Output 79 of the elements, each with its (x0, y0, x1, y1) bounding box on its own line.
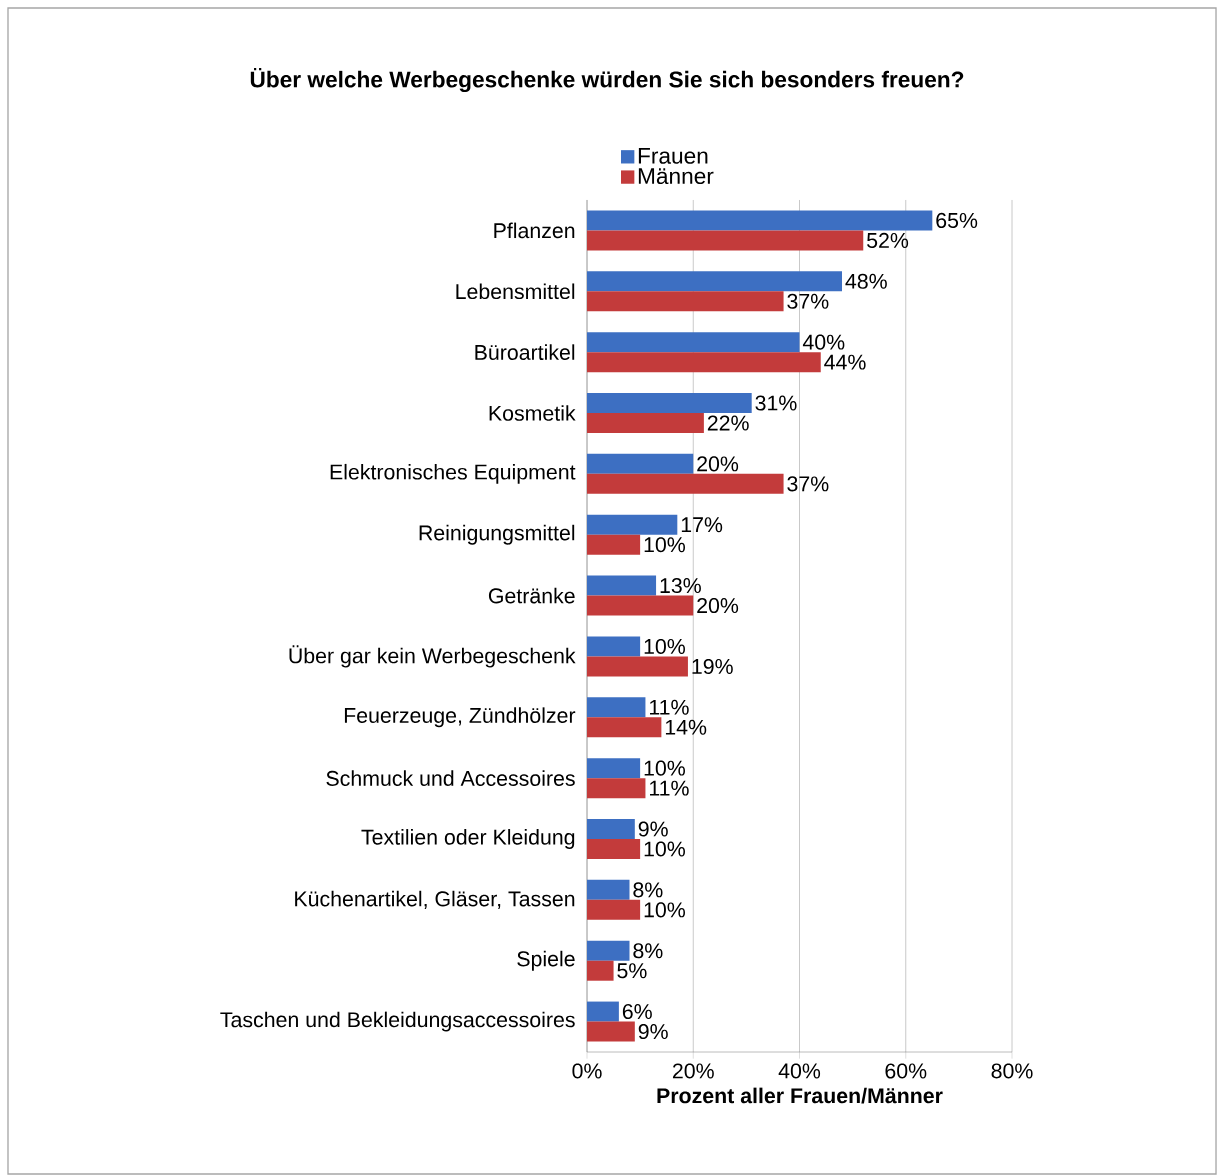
legend-label: Frauen (638, 148, 708, 164)
bar (587, 940, 630, 961)
y-tick-label: Taschen und Bekleidungsaccessoires (220, 1011, 575, 1032)
bar (587, 291, 784, 312)
bar (587, 839, 641, 859)
data-label: 31% (755, 395, 797, 411)
bar (587, 453, 694, 474)
x-tick-label: 40% (778, 1063, 821, 1079)
y-tick-label: Lebensmittel (456, 283, 575, 300)
x-axis-title: Prozent aller Frauen/Männer (657, 1087, 943, 1104)
data-label: 13% (660, 578, 701, 594)
data-label: 10% (644, 537, 685, 553)
y-tick-label: Feuerzeuge, Zündhölzer (344, 707, 576, 728)
y-tick-label: Pflanzen (494, 222, 575, 239)
bar (587, 534, 641, 555)
data-label: 65% (936, 212, 978, 228)
data-label: 20% (697, 598, 739, 614)
bar (587, 514, 678, 535)
y-tick-label: Küchenartikel, Gläser, Tassen (295, 890, 575, 909)
bar (587, 1001, 619, 1022)
y-tick-label: Spiele (517, 950, 575, 971)
data-label: 10% (644, 638, 685, 654)
x-tick-label: 0% (572, 1063, 602, 1079)
bar (587, 717, 662, 738)
legend-label: Männer (638, 168, 714, 185)
data-label: 9% (638, 821, 668, 837)
bar (587, 352, 821, 373)
bar (587, 656, 688, 677)
bar (587, 778, 646, 799)
data-label: 8% (633, 882, 663, 898)
bar (587, 595, 694, 616)
y-tick-label: Büroartikel (475, 344, 575, 360)
data-label: 22% (707, 415, 749, 431)
bar (587, 271, 842, 292)
y-tick-label: Getränke (488, 587, 575, 604)
bar (587, 879, 630, 900)
bar (587, 899, 641, 920)
bar (587, 1021, 635, 1042)
data-label: 9% (638, 1024, 668, 1040)
bar (587, 392, 752, 413)
bar (587, 332, 800, 353)
data-label: 10% (644, 760, 685, 776)
data-label: 11% (650, 699, 689, 715)
data-label: 40% (802, 334, 845, 350)
data-label: 17% (681, 517, 723, 533)
y-tick-label: Elektronisches Equipment (330, 463, 576, 484)
data-label: 52% (867, 232, 909, 248)
y-tick-label: Kosmetik (489, 405, 576, 421)
data-label: 5% (617, 963, 647, 979)
x-tick-label: 80% (991, 1063, 1033, 1079)
data-label: 8% (633, 943, 663, 959)
bar (587, 412, 704, 433)
y-tick-label: Reinigungsmittel (419, 524, 575, 545)
data-label: 37% (787, 476, 829, 492)
bar (587, 230, 864, 251)
y-tick-label: Textilien oder Kleidung (361, 829, 575, 849)
y-tick-label: Über gar kein Werbegeschenk (289, 645, 576, 668)
bar (587, 960, 614, 981)
bar (587, 697, 646, 718)
data-label: 14% (665, 719, 707, 735)
bar (587, 575, 657, 596)
bar (587, 819, 635, 839)
bar (587, 758, 641, 779)
data-label: 20% (697, 456, 739, 472)
data-label: 44% (824, 354, 866, 370)
chart-title: Über welche Werbegeschenke würden Sie sich besonders freuen? (250, 67, 964, 93)
x-tick-label: 60% (885, 1063, 927, 1079)
bar (587, 636, 641, 657)
data-label: 37% (787, 293, 829, 309)
data-label: 48% (845, 273, 887, 289)
bar (587, 210, 933, 231)
data-label: 10% (644, 841, 685, 857)
y-tick-label: Schmuck und Accessoires (326, 770, 575, 786)
data-label: 6% (622, 1004, 652, 1020)
data-label: 19% (692, 658, 733, 674)
x-tick-label: 20% (672, 1063, 714, 1079)
data-label: 11% (650, 780, 689, 796)
data-label: 10% (644, 902, 685, 918)
bar (587, 473, 784, 494)
